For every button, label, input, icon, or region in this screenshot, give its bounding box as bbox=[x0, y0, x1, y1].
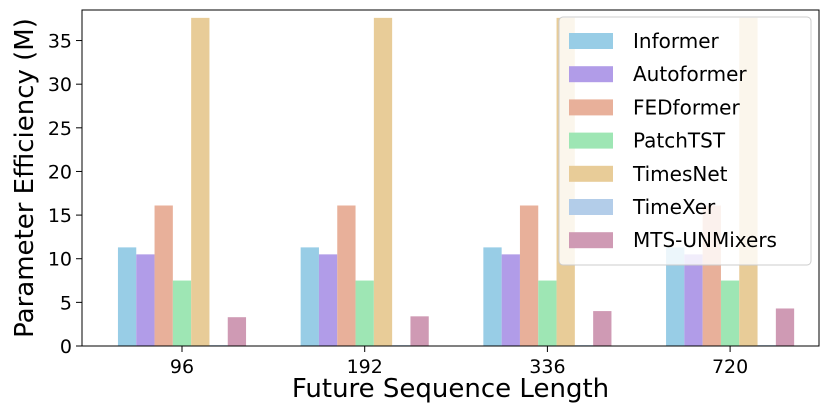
y-tick-label: 35 bbox=[48, 31, 72, 53]
bar-mts-unmixers-336 bbox=[593, 311, 612, 346]
x-axis-label: Future Sequence Length bbox=[292, 374, 609, 404]
legend-swatch-informer bbox=[569, 33, 613, 49]
x-tick-label: 96 bbox=[170, 356, 194, 378]
legend-swatch-patchtst bbox=[569, 132, 613, 149]
legend-box bbox=[558, 16, 812, 266]
bar-fedformer-336 bbox=[519, 205, 539, 346]
x-axis: 96 192 336 720 bbox=[170, 346, 748, 378]
bar-patchtst-96 bbox=[172, 280, 192, 346]
bar-patchtst-336 bbox=[538, 280, 557, 346]
bar-fedformer-192 bbox=[337, 205, 356, 346]
bar-mts-unmixers-96 bbox=[227, 317, 247, 346]
bar-patchtst-192 bbox=[355, 280, 374, 346]
bar-informer-96 bbox=[117, 247, 137, 346]
x-tick-label: 192 bbox=[347, 356, 383, 378]
legend-swatch-autoformer bbox=[569, 66, 613, 83]
legend-label-fedformer: FEDformer bbox=[633, 95, 740, 119]
bar-informer-720 bbox=[666, 247, 685, 346]
bar-patchtst-720 bbox=[720, 280, 740, 346]
bar-mts-unmixers-192 bbox=[410, 316, 429, 346]
y-tick-label: 10 bbox=[48, 249, 72, 271]
legend: Informer Autoformer FEDformer PatchTST Times… bbox=[558, 16, 812, 266]
legend-label-autoformer: Autoformer bbox=[633, 62, 747, 86]
y-tick-label: 30 bbox=[48, 74, 72, 96]
y-tick-label: 25 bbox=[48, 118, 72, 140]
bar-autoformer-192 bbox=[318, 254, 338, 346]
y-axis: 0 5 10 15 20 25 30 35 bbox=[48, 31, 82, 358]
legend-swatch-fedformer bbox=[569, 99, 613, 116]
bar-informer-336 bbox=[483, 247, 502, 346]
x-tick-label: 336 bbox=[529, 356, 565, 378]
bar-timesnet-96 bbox=[191, 17, 210, 346]
bar-autoformer-336 bbox=[501, 254, 520, 346]
bar-mts-unmixers-720 bbox=[775, 308, 795, 346]
bar-fedformer-96 bbox=[154, 205, 173, 346]
y-tick-label: 20 bbox=[48, 161, 72, 183]
bar-informer-192 bbox=[300, 247, 319, 346]
legend-label-timexer: TimeXer bbox=[632, 195, 716, 219]
legend-swatch-timesnet bbox=[569, 165, 613, 182]
y-axis-label: Parameter Efficiency (M) bbox=[10, 18, 40, 338]
legend-swatch-timexer bbox=[569, 199, 613, 215]
y-tick-label: 15 bbox=[48, 205, 72, 227]
legend-label-informer: Informer bbox=[633, 29, 720, 53]
y-tick-label: 5 bbox=[60, 292, 72, 314]
y-tick-label: 0 bbox=[60, 336, 72, 358]
bar-autoformer-96 bbox=[136, 254, 155, 346]
legend-label-patchtst: PatchTST bbox=[633, 129, 726, 153]
bar-autoformer-720 bbox=[684, 254, 703, 346]
legend-swatch-mts-unmixers bbox=[569, 232, 613, 249]
x-tick-label: 720 bbox=[712, 356, 748, 378]
legend-label-timesnet: TimesNet bbox=[632, 162, 728, 186]
bar-timesnet-192 bbox=[373, 17, 393, 346]
legend-label-mts-unmixers: MTS-UNMixers bbox=[633, 228, 777, 252]
plot-frame bbox=[81, 9, 820, 347]
